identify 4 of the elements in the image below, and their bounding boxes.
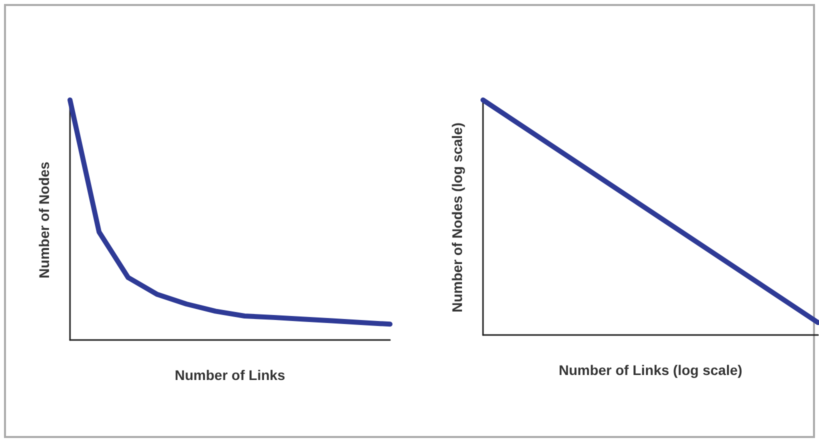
x-axis-title: Number of Links — [174, 367, 286, 383]
y-axis-title: Number of Nodes — [36, 161, 52, 278]
y-axis-title: Number of Nodes (log scale) — [449, 122, 465, 312]
x-axis-title: Number of Links (log scale) — [558, 362, 742, 378]
